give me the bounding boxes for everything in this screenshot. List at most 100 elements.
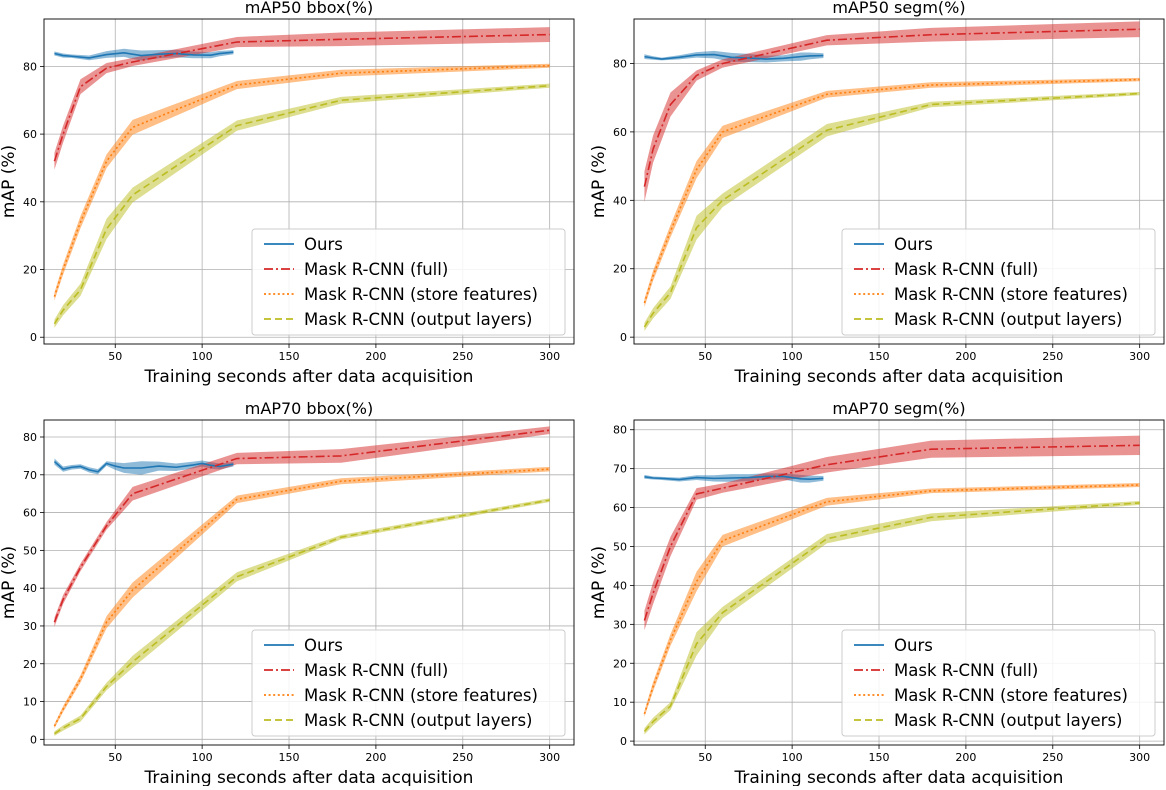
series-line: [643, 92, 1140, 328]
series-line: [53, 499, 550, 735]
plot-frame: [43, 18, 575, 345]
x-tick-label: 300: [1129, 751, 1150, 764]
series-line: [53, 429, 550, 623]
legend-label: Mask R-CNN (full): [304, 260, 448, 279]
y-tick-label: 0: [30, 733, 37, 746]
legend-box: [841, 629, 1156, 737]
series-line: [644, 53, 824, 60]
series-line: [53, 460, 234, 473]
legend-label: Ours: [894, 636, 933, 655]
chart-title: mAP50 segm(%): [832, 0, 965, 17]
x-tick-label: 100: [782, 350, 803, 363]
legend-label: Mask R-CNN (full): [894, 661, 1038, 680]
x-tick-label: 250: [1042, 751, 1063, 764]
y-tick-label: 50: [613, 540, 627, 553]
y-tick-label: 60: [613, 126, 627, 139]
x-tick-label: 150: [869, 751, 890, 764]
y-tick-label: 80: [23, 431, 37, 444]
y-axis-label: mAP (%): [0, 546, 19, 619]
plot-area: [53, 426, 550, 736]
legend-label: Mask R-CNN (store features): [304, 285, 538, 304]
x-tick-label: 250: [452, 350, 473, 363]
x-tick-label: 200: [955, 350, 976, 363]
series-line: [54, 51, 234, 59]
chart-title: mAP50 bbox(%): [245, 0, 373, 17]
chart-title: mAP70 segm(%): [832, 399, 965, 418]
x-tick-label: 150: [279, 350, 300, 363]
y-tick-label: 20: [23, 658, 37, 671]
legend-box: [841, 228, 1156, 336]
legend: Ours Mask R-CNN (full) Mask R-CNN (store f…: [841, 629, 1156, 737]
plot-frame: [633, 419, 1165, 746]
x-axis-label: Training seconds after data acquisition: [734, 367, 1064, 387]
legend-label: Mask R-CNN (store features): [894, 285, 1128, 304]
series-line: [53, 468, 550, 727]
series-line: [643, 484, 1140, 715]
y-tick-label: 20: [613, 657, 627, 670]
y-tick-label: 40: [23, 196, 37, 209]
x-tick-label: 100: [782, 751, 803, 764]
y-tick-label: 40: [613, 194, 627, 207]
y-tick-label: 0: [620, 331, 627, 344]
plot-area: [53, 27, 550, 328]
y-tick-label: 80: [23, 60, 37, 73]
y-tick-label: 60: [613, 502, 627, 515]
y-axis-label: mAP (%): [589, 546, 609, 619]
series-line: [643, 28, 1140, 187]
x-axis-label: Training seconds after data acquisition: [734, 768, 1064, 786]
legend-label: Mask R-CNN (store features): [894, 686, 1128, 705]
plot-area: [643, 21, 1140, 332]
x-tick-label: 300: [539, 751, 560, 764]
x-tick-label: 50: [698, 350, 712, 363]
plot-frame: [633, 18, 1165, 345]
legend-box: [251, 629, 566, 737]
x-axis-label: Training seconds after data acquisition: [144, 768, 474, 786]
chart-1: 50 100 150 200 250 300 0 20 40 60 80 mAP50 bbox(%) T…: [0, 0, 575, 387]
x-axis-label: Training seconds after data acquisition: [144, 367, 474, 387]
y-tick-label: 40: [613, 579, 627, 592]
x-tick-label: 150: [869, 350, 890, 363]
chart-4: 50 100 150 200 250 300 0 10 20 30 40 50 60 70 80 mAP70 …: [589, 399, 1165, 788]
plot-area: [643, 435, 1140, 735]
y-tick-label: 30: [23, 620, 37, 633]
legend-box: [251, 228, 566, 336]
series-band: [54, 27, 550, 170]
legend-label: Mask R-CNN (output layers): [894, 711, 1122, 730]
x-tick-label: 200: [365, 751, 386, 764]
legend-label: Ours: [304, 235, 343, 254]
legend-label: Mask R-CNN (full): [304, 661, 448, 680]
x-tick-label: 100: [192, 751, 213, 764]
y-tick-label: 70: [613, 463, 627, 476]
chart-3: 50 100 150 200 250 300 0 10 20 30 40 50 60 70 80 mAP70 …: [0, 399, 575, 788]
x-tick-label: 250: [1042, 350, 1063, 363]
legend: Ours Mask R-CNN (full) Mask R-CNN (store f…: [251, 228, 566, 336]
y-axis-label: mAP (%): [0, 145, 19, 218]
legend-label: Ours: [894, 235, 933, 254]
y-tick-label: 40: [23, 582, 37, 595]
x-tick-label: 200: [365, 350, 386, 363]
y-tick-label: 50: [23, 544, 37, 557]
y-axis-label: mAP (%): [589, 145, 609, 218]
y-tick-label: 10: [23, 696, 37, 709]
series-line: [53, 33, 550, 162]
legend-label: Mask R-CNN (output layers): [894, 310, 1122, 329]
series-band: [54, 426, 550, 627]
legend-label: Mask R-CNN (output layers): [304, 310, 532, 329]
series-line: [643, 502, 1140, 732]
x-tick-label: 50: [698, 751, 712, 764]
x-tick-label: 150: [279, 751, 300, 764]
series-line: [644, 475, 824, 481]
legend-label: Ours: [304, 636, 343, 655]
y-tick-label: 0: [30, 331, 37, 344]
y-tick-label: 80: [613, 57, 627, 70]
y-tick-label: 60: [23, 507, 37, 520]
x-tick-label: 100: [192, 350, 213, 363]
x-tick-label: 250: [452, 751, 473, 764]
plot-frame: [43, 419, 575, 746]
series-line: [53, 84, 550, 325]
series-line: [643, 444, 1140, 621]
chart-2: 50 100 150 200 250 300 0 20 40 60 80 mAP50 segm(%) T…: [589, 0, 1165, 387]
y-tick-label: 80: [613, 424, 627, 437]
